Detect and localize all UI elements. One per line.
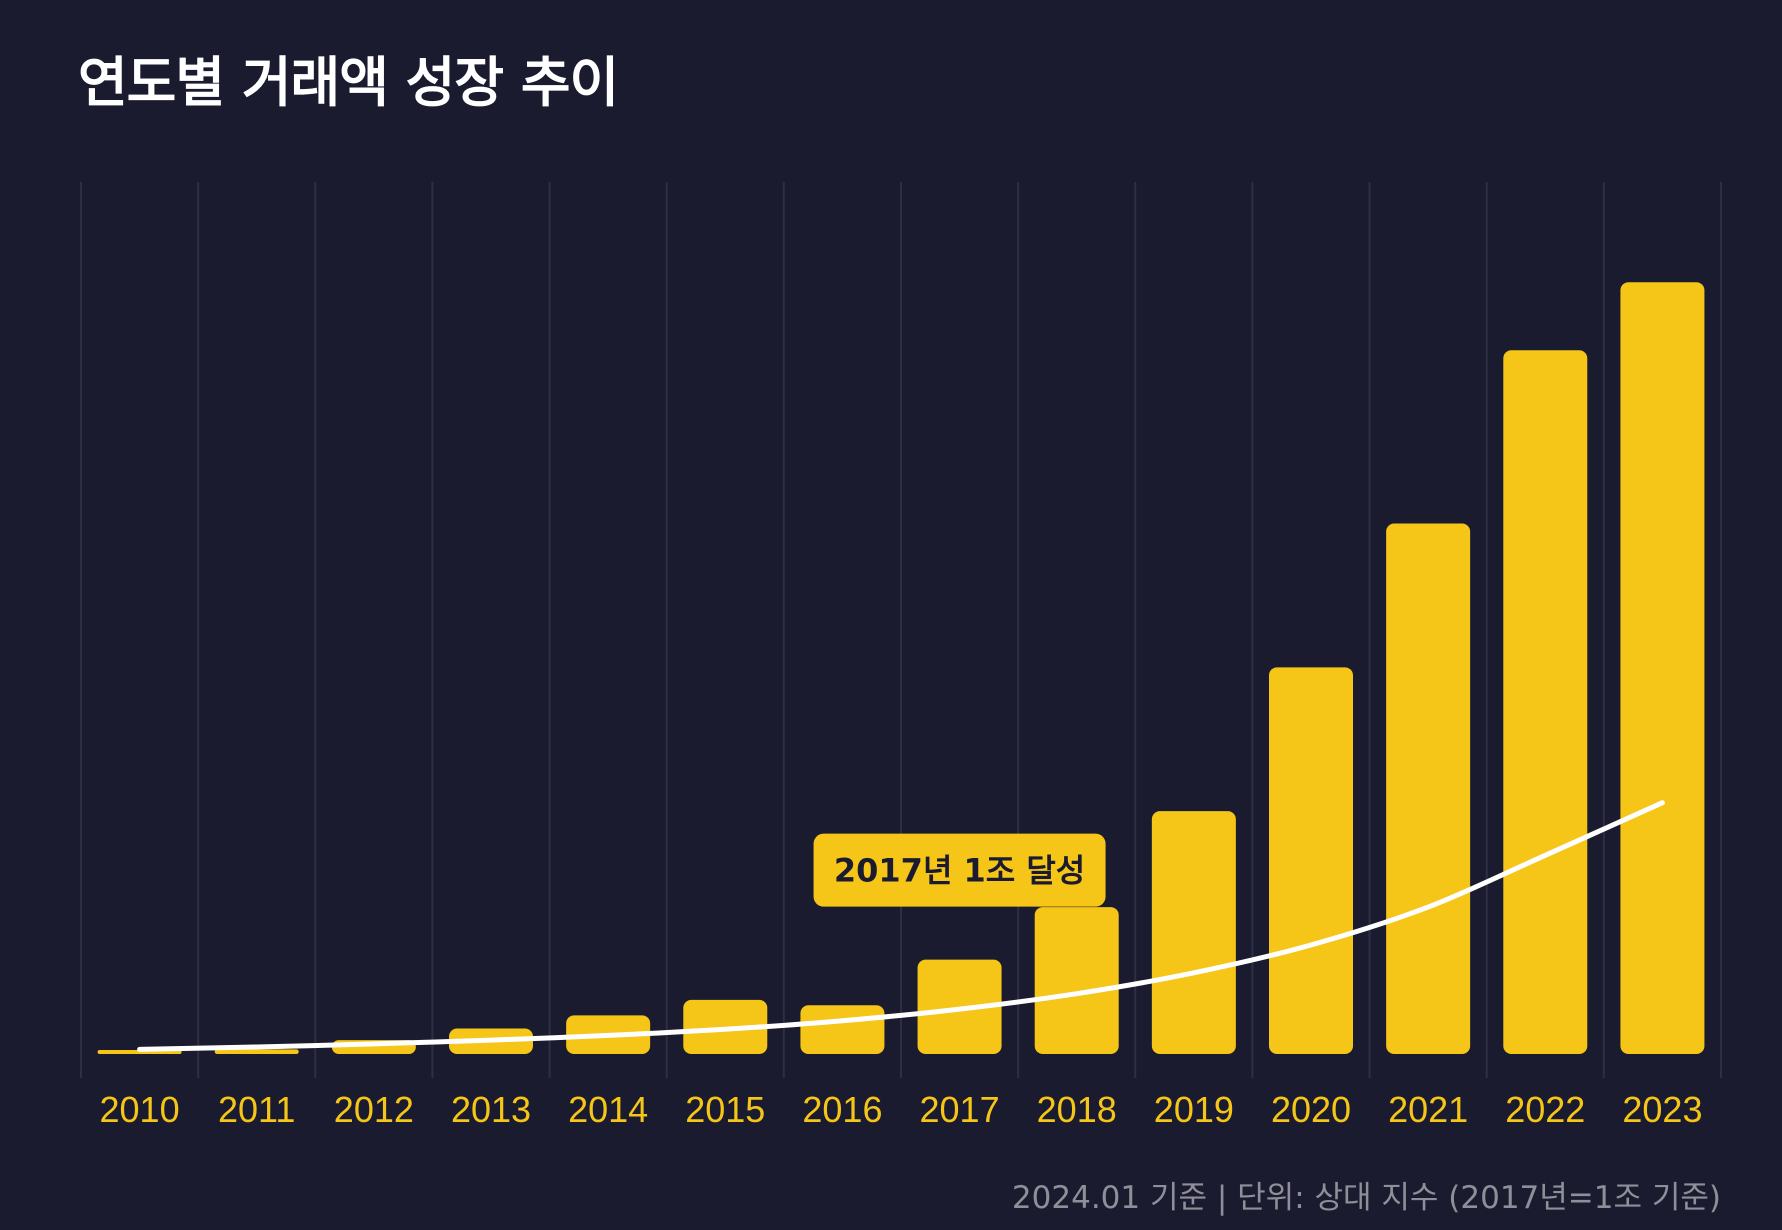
bar-layer [97, 282, 1705, 1054]
x-tick-label-2018: 2018 [1037, 1089, 1117, 1130]
bar-2016 [800, 1005, 885, 1054]
x-tick-label-2017: 2017 [920, 1089, 1000, 1130]
x-tick-label-2023: 2023 [1622, 1089, 1702, 1130]
trend-line [137, 800, 1665, 1052]
x-tick-label-2019: 2019 [1154, 1089, 1234, 1130]
bar-2011 [214, 1049, 299, 1054]
bar-2018 [1034, 907, 1119, 1054]
x-tick-label-2020: 2020 [1271, 1089, 1351, 1130]
annotation-label: 2017년 1조 달성 [834, 852, 1085, 890]
bar-2020 [1269, 667, 1353, 1054]
chart-title: 연도별 거래액 성장 추이 [78, 51, 619, 114]
bar-2021 [1386, 523, 1471, 1054]
x-tick-label-2011: 2011 [218, 1089, 295, 1130]
x-tick-label-2016: 2016 [802, 1089, 882, 1130]
bar-2023 [1620, 282, 1705, 1054]
x-tick-label-2010: 2010 [100, 1089, 180, 1130]
x-tick-label-2012: 2012 [334, 1089, 414, 1130]
x-tick-label-2022: 2022 [1505, 1089, 1585, 1130]
annotation-layer: 2017년 1조 달성 [813, 833, 1106, 907]
x-tick-label-2014: 2014 [568, 1089, 648, 1130]
x-tick-label-2013: 2013 [451, 1089, 531, 1130]
annotation-box [813, 833, 1106, 907]
label-layer: 2010 2011 2012 2013 2014 2015 2016 2017 2018 2019… [100, 1089, 1703, 1130]
bar-2019 [1151, 811, 1236, 1054]
bar-2022 [1503, 350, 1588, 1054]
x-tick-label-2021: 2021 [1388, 1089, 1468, 1130]
grid-layer [80, 182, 1722, 1078]
footnote: 2024.01 기준 | 단위: 상대 지수 (2017년=1조 기준) [1011, 1180, 1721, 1216]
x-tick-label-2015: 2015 [685, 1089, 765, 1130]
trend-layer [137, 800, 1665, 1052]
